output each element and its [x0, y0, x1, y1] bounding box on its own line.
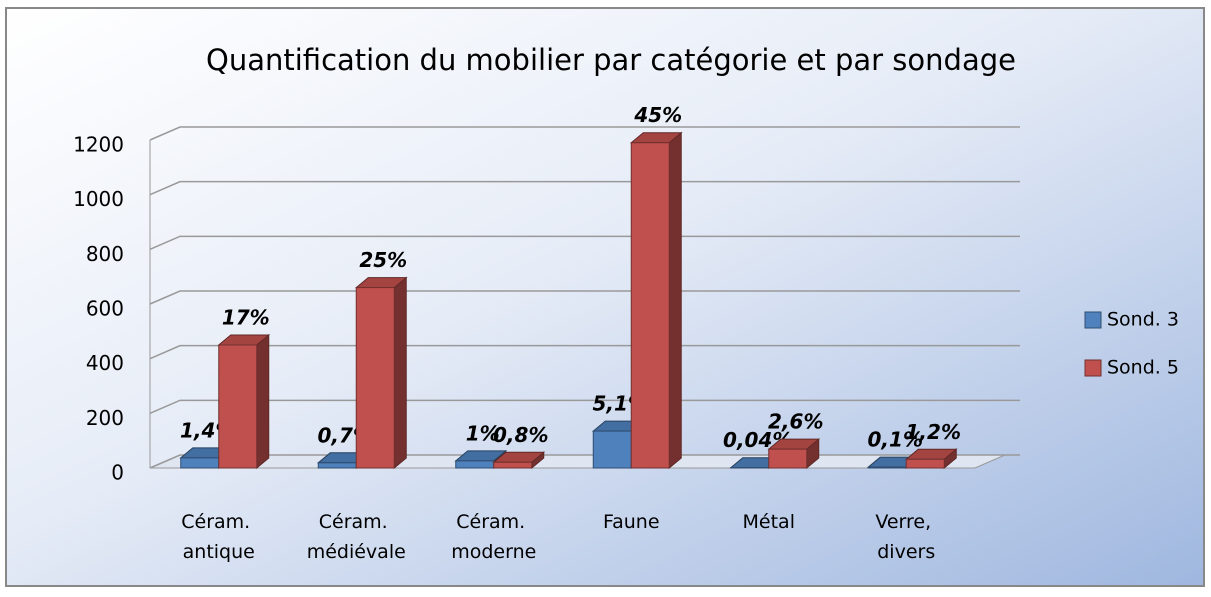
bar-side	[394, 278, 406, 468]
legend-label: Sond. 5	[1107, 357, 1179, 379]
bar	[356, 288, 394, 468]
y-tick-label: 0	[111, 461, 124, 485]
y-tick-label: 600	[86, 297, 124, 321]
bar	[456, 461, 494, 468]
bar	[318, 463, 356, 468]
bar	[868, 467, 906, 468]
bar-side	[669, 133, 681, 468]
y-tick-label: 400	[86, 351, 124, 375]
chart-title: Quantification du mobilier par catégorie…	[206, 43, 1016, 77]
bar	[906, 459, 944, 468]
x-tick-label: Faune	[603, 511, 660, 533]
data-label: 1,2%	[906, 420, 961, 444]
bar	[631, 143, 669, 468]
data-label: 25%	[359, 248, 407, 272]
data-label: 2,6%	[768, 410, 823, 434]
bar-side	[257, 335, 269, 468]
y-tick-label: 1000	[73, 187, 124, 211]
bar	[593, 431, 631, 468]
legend-swatch	[1085, 312, 1101, 328]
data-label: 0,8%	[493, 423, 548, 447]
bar	[181, 458, 219, 468]
data-label: 45%	[633, 103, 682, 127]
legend-label: Sond. 3	[1107, 309, 1179, 331]
data-label: 17%	[222, 306, 270, 330]
chart-background	[6, 8, 1204, 586]
bar	[769, 449, 807, 468]
bar	[219, 345, 257, 468]
y-tick-label: 200	[86, 406, 124, 430]
y-tick-label: 800	[86, 242, 124, 266]
y-tick-label: 1200	[73, 133, 124, 157]
legend-swatch	[1085, 360, 1101, 376]
bar	[494, 462, 532, 468]
x-tick-label: Métal	[743, 511, 795, 533]
